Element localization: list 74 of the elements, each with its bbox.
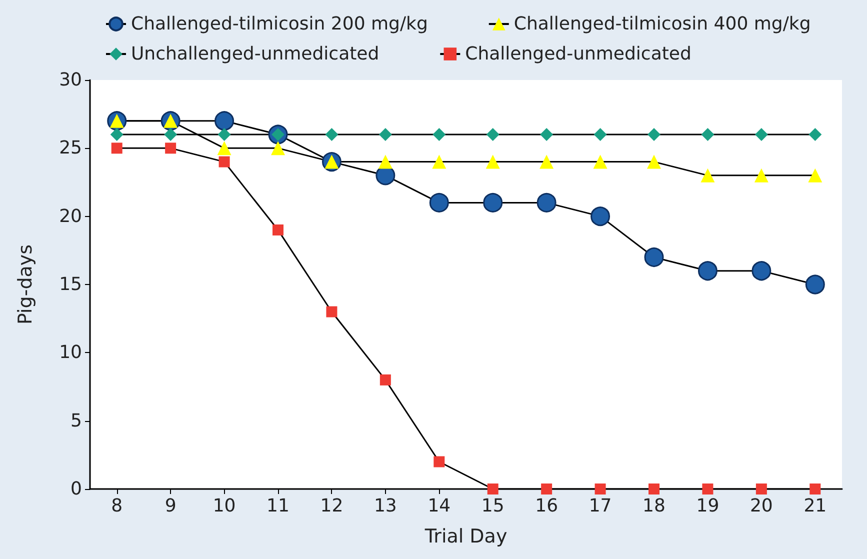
y-tick-label: 10 xyxy=(59,342,82,364)
point xyxy=(272,224,284,236)
point xyxy=(111,142,122,154)
x-tick-label: 21 xyxy=(804,496,827,516)
point xyxy=(217,141,232,156)
point xyxy=(590,206,610,226)
point xyxy=(487,484,498,494)
point xyxy=(644,247,664,267)
point xyxy=(326,306,338,318)
x-tick-label: 20 xyxy=(750,496,773,516)
y-tick-label: 25 xyxy=(59,138,82,159)
point xyxy=(218,128,231,142)
y-tick-label: 0 xyxy=(70,478,82,500)
y-tick-label: 5 xyxy=(70,410,82,432)
point xyxy=(810,484,821,494)
x-tick-label: 10 xyxy=(212,496,236,516)
point xyxy=(698,261,718,281)
point xyxy=(378,154,392,169)
point xyxy=(165,142,176,154)
point xyxy=(432,128,446,142)
point xyxy=(701,128,714,142)
point xyxy=(540,154,554,169)
point xyxy=(808,128,822,142)
x-axis-title: Trial Day xyxy=(424,526,508,548)
x-tick-label: 11 xyxy=(266,496,290,516)
y-tick-label: 20 xyxy=(59,206,82,227)
point xyxy=(648,128,660,142)
point xyxy=(486,154,500,169)
point xyxy=(434,456,445,468)
point xyxy=(214,111,234,131)
x-tick-label: 13 xyxy=(374,496,397,516)
point xyxy=(805,274,825,294)
x-tick-label: 9 xyxy=(164,496,176,516)
point xyxy=(325,128,338,142)
point xyxy=(756,484,767,494)
point xyxy=(702,484,714,494)
point xyxy=(648,484,660,494)
point xyxy=(380,374,391,386)
point xyxy=(594,484,606,494)
point xyxy=(486,128,500,142)
point xyxy=(808,168,822,182)
point xyxy=(432,154,446,169)
point xyxy=(540,128,554,142)
point xyxy=(271,141,285,156)
x-tick-label: 15 xyxy=(481,496,504,516)
legend-label: Challenged-tilmicosin 200 mg/kg xyxy=(131,14,428,34)
point xyxy=(754,128,768,142)
point xyxy=(752,261,772,281)
legend-label: Unchallenged-unmedicated xyxy=(131,44,380,64)
x-tick-label: 19 xyxy=(696,496,720,516)
y-tick-label: 15 xyxy=(59,274,82,295)
point xyxy=(483,192,503,212)
y-tick-label: 30 xyxy=(59,70,82,90)
point xyxy=(593,154,608,169)
x-tick-label: 14 xyxy=(428,496,451,516)
point xyxy=(700,168,715,182)
x-tick-label: 18 xyxy=(642,496,666,516)
legend-label: Challenged-unmedicated xyxy=(465,44,692,64)
point xyxy=(541,484,552,494)
y-axis-title: Pig-days xyxy=(14,244,36,325)
point xyxy=(754,168,768,182)
point xyxy=(647,154,661,169)
point xyxy=(536,192,556,212)
legend-label: Challenged-tilmicosin 400 mg/kg xyxy=(514,14,811,34)
x-tick-label: 8 xyxy=(111,496,123,516)
point xyxy=(378,128,392,142)
point xyxy=(164,128,178,142)
point xyxy=(594,128,607,142)
x-tick-label: 12 xyxy=(320,496,344,516)
point xyxy=(429,192,449,212)
x-tick-label: 16 xyxy=(535,496,558,516)
point xyxy=(218,156,230,168)
point xyxy=(110,128,124,142)
x-tick-label: 17 xyxy=(588,496,612,516)
